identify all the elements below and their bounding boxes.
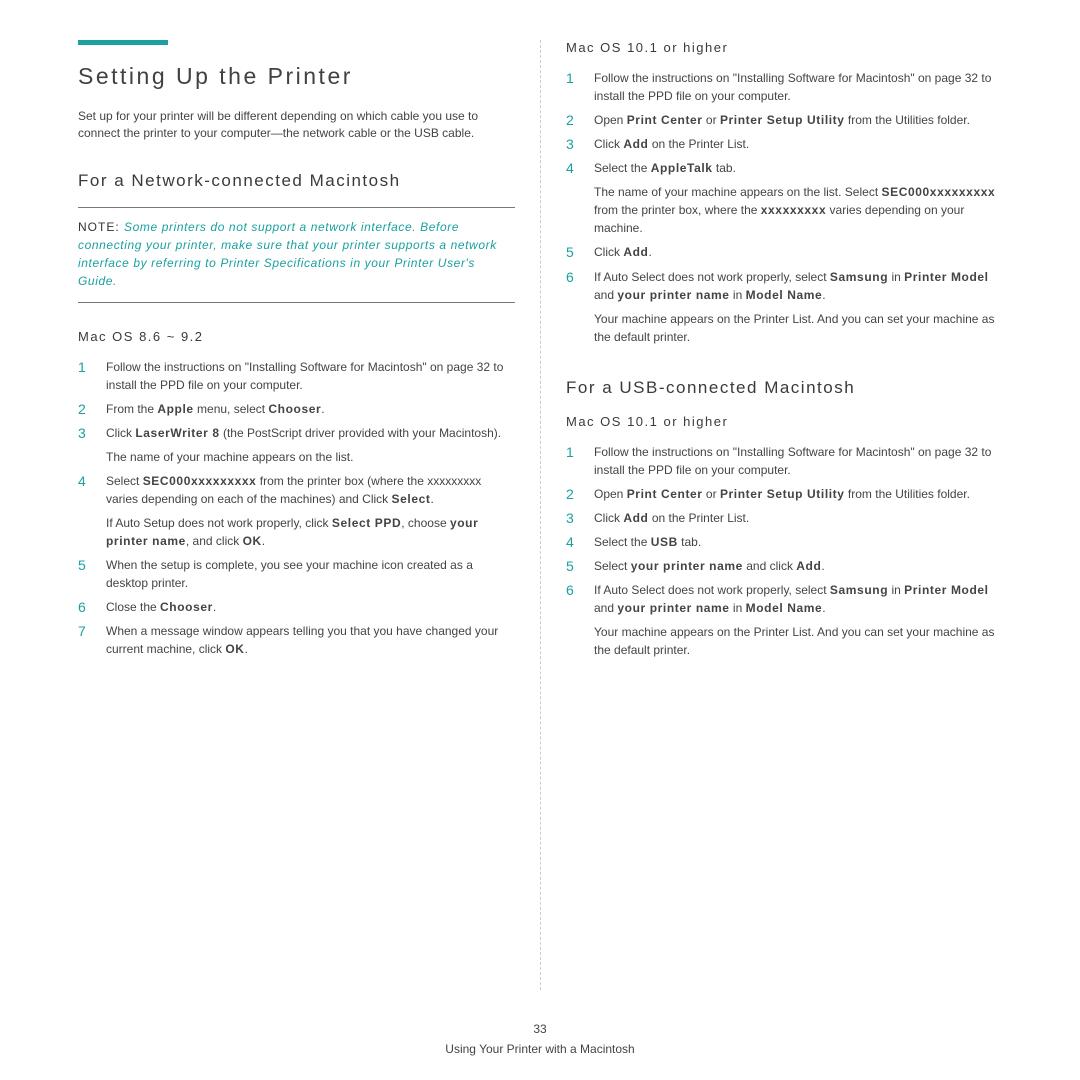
step-item: 6 Close the Chooser. — [78, 598, 515, 616]
step-text: Click Add on the Printer List. — [594, 135, 1002, 153]
step-text: Select your printer name and click Add. — [594, 557, 1002, 575]
step-item: 4Select SEC000xxxxxxxxx from the printer… — [78, 472, 515, 550]
step-item: 4 Select the USB tab. — [566, 533, 1002, 551]
usb-section-heading: For a USB-connected Macintosh — [566, 378, 1002, 398]
macos10-heading-b: Mac OS 10.1 or higher — [566, 414, 1002, 429]
footer-caption: Using Your Printer with a Macintosh — [0, 1042, 1080, 1056]
left-column: Setting Up the Printer Set up for your p… — [60, 40, 540, 990]
step-item: 3 Click LaserWriter 8 (the PostScript dri… — [78, 424, 515, 466]
intro-paragraph: Set up for your printer will be differen… — [78, 108, 515, 143]
right-column: Mac OS 10.1 or higher 1 Follow the instru… — [540, 40, 1020, 990]
step-number: 4 — [566, 533, 580, 551]
page-footer: 33 Using Your Printer with a Macintosh — [0, 1022, 1080, 1056]
step-item: 3 Click Add on the Printer List. — [566, 135, 1002, 153]
step-text: If Auto Select does not work properly, s… — [594, 581, 1002, 659]
step-number: 4 — [566, 159, 580, 237]
step-text: Open Print Center or Printer Setup Utili… — [594, 111, 1002, 129]
step-item: 1 Follow the instructions on "Installing … — [78, 358, 515, 394]
macos8-steps: 1 Follow the instructions on "Installing … — [78, 358, 515, 658]
step-text: When a message window appears telling yo… — [106, 622, 515, 658]
step-text: Select the USB tab. — [594, 533, 1002, 551]
macos8-heading: Mac OS 8.6 ~ 9.2 — [78, 329, 515, 344]
step-text: Open Print Center or Printer Setup Utili… — [594, 485, 1002, 503]
step-number: 1 — [78, 358, 92, 394]
step-text: Close the Chooser. — [106, 598, 515, 616]
step-text: Click LaserWriter 8 (the PostScript driv… — [106, 424, 515, 466]
accent-bar — [78, 40, 168, 45]
step-text: Follow the instructions on "Installing S… — [594, 69, 1002, 105]
step-item: 1 Follow the instructions on "Installing … — [566, 69, 1002, 105]
step-text: Follow the instructions on "Installing S… — [106, 358, 515, 394]
step-text: From the Apple menu, select Chooser. — [106, 400, 515, 418]
note-body: Some printers do not support a network i… — [78, 220, 497, 288]
step-item: 6If Auto Select does not work properly, … — [566, 581, 1002, 659]
step-text: Follow the instructions on "Installing S… — [594, 443, 1002, 479]
step-item: 5 Click Add. — [566, 243, 1002, 261]
macos10-steps-a: 1 Follow the instructions on "Installing … — [566, 69, 1002, 346]
macos10-steps-b: 1 Follow the instructions on "Installing … — [566, 443, 1002, 660]
step-text: If Auto Select does not work properly, s… — [594, 268, 1002, 346]
step-number: 3 — [566, 135, 580, 153]
step-text: Select SEC000xxxxxxxxx from the printer … — [106, 472, 515, 550]
step-item: 5 Select your printer name and click Add. — [566, 557, 1002, 575]
step-number: 1 — [566, 443, 580, 479]
step-item: 3 Click Add on the Printer List. — [566, 509, 1002, 527]
step-item: 2 Open Print Center or Printer Setup Util… — [566, 111, 1002, 129]
step-number: 7 — [78, 622, 92, 658]
step-number: 6 — [566, 268, 580, 346]
step-number: 2 — [78, 400, 92, 418]
step-number: 6 — [566, 581, 580, 659]
step-item: 1 Follow the instructions on "Installing … — [566, 443, 1002, 479]
step-item: 2 From the Apple menu, select Chooser. — [78, 400, 515, 418]
step-number: 2 — [566, 111, 580, 129]
step-number: 1 — [566, 69, 580, 105]
step-item: 5 When the setup is complete, you see you… — [78, 556, 515, 592]
page-number: 33 — [0, 1022, 1080, 1036]
page-content: Setting Up the Printer Set up for your p… — [0, 0, 1080, 990]
step-text: Click Add. — [594, 243, 1002, 261]
step-item: 4Select the AppleTalk tab.The name of yo… — [566, 159, 1002, 237]
step-text: When the setup is complete, you see your… — [106, 556, 515, 592]
step-number: 5 — [78, 556, 92, 592]
macos10-heading-a: Mac OS 10.1 or higher — [566, 40, 1002, 55]
step-item: 7 When a message window appears telling y… — [78, 622, 515, 658]
step-item: 6If Auto Select does not work properly, … — [566, 268, 1002, 346]
note-label: NOTE: — [78, 220, 124, 234]
note-block: NOTE: Some printers do not support a net… — [78, 207, 515, 303]
step-number: 5 — [566, 243, 580, 261]
step-number: 2 — [566, 485, 580, 503]
network-section-heading: For a Network-connected Macintosh — [78, 171, 515, 191]
step-number: 3 — [566, 509, 580, 527]
page-title: Setting Up the Printer — [78, 63, 515, 90]
step-text: Select the AppleTalk tab.The name of you… — [594, 159, 1002, 237]
step-item: 2 Open Print Center or Printer Setup Util… — [566, 485, 1002, 503]
step-text: Click Add on the Printer List. — [594, 509, 1002, 527]
step-number: 6 — [78, 598, 92, 616]
step-number: 5 — [566, 557, 580, 575]
step-number: 4 — [78, 472, 92, 550]
step-number: 3 — [78, 424, 92, 466]
